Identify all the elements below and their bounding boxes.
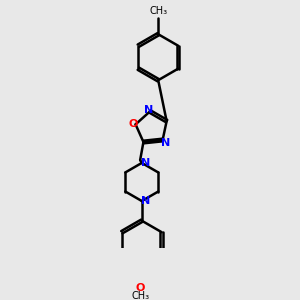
Text: N: N <box>144 105 153 115</box>
Text: N: N <box>141 196 150 206</box>
Text: O: O <box>136 283 145 293</box>
Text: CH₃: CH₃ <box>149 6 167 16</box>
Text: O: O <box>128 119 138 129</box>
Text: N: N <box>141 158 150 168</box>
Text: CH₃: CH₃ <box>131 291 149 300</box>
Text: N: N <box>160 138 170 148</box>
